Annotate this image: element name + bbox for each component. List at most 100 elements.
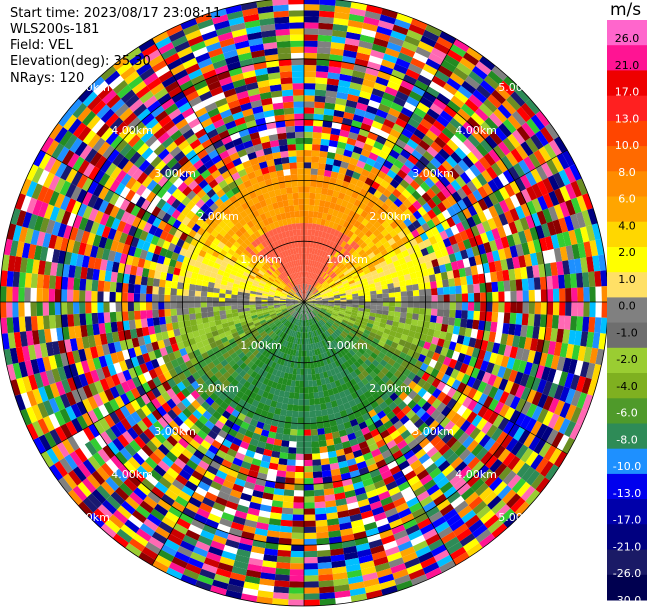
velocity-gate [319, 347, 324, 354]
velocity-gate [559, 342, 569, 358]
velocity-gate [132, 469, 146, 483]
velocity-gate [444, 366, 454, 377]
velocity-gate [392, 321, 400, 328]
velocity-gate [304, 289, 306, 296]
velocity-gate [422, 166, 433, 178]
velocity-gate [218, 332, 227, 340]
velocity-gate [334, 103, 346, 112]
velocity-gate [467, 456, 481, 470]
velocity-gate [364, 483, 376, 493]
velocity-gate [370, 341, 378, 349]
velocity-gate [466, 474, 481, 488]
velocity-gate [213, 334, 221, 342]
velocity-gate [304, 575, 319, 582]
velocity-gate [299, 326, 302, 333]
velocity-gate [69, 451, 83, 467]
velocity-gate [398, 507, 412, 519]
velocity-gate [576, 195, 588, 212]
velocity-gate [227, 391, 237, 401]
velocity-gate [373, 419, 384, 429]
velocity-gate [320, 292, 327, 296]
velocity-gate [355, 102, 368, 112]
velocity-gate [208, 546, 224, 557]
velocity-gate [98, 355, 108, 368]
velocity-gate [501, 489, 517, 505]
velocity-gate [158, 279, 166, 288]
velocity-gate [392, 361, 401, 370]
velocity-gate [304, 308, 306, 315]
velocity-gate [333, 294, 340, 298]
velocity-gate [304, 526, 317, 533]
velocity-gate [412, 393, 423, 404]
velocity-gate [6, 302, 13, 318]
velocity-gate [374, 281, 382, 287]
velocity-gate [261, 302, 268, 305]
velocity-gate [488, 112, 503, 128]
velocity-gate [348, 196, 357, 205]
velocity-gate [311, 150, 320, 157]
velocity-gate [66, 212, 77, 227]
velocity-gate [328, 349, 335, 357]
velocity-gate [287, 293, 294, 298]
velocity-gate [309, 303, 316, 306]
velocity-gate [323, 420, 331, 429]
velocity-gate [522, 302, 529, 314]
velocity-gate [481, 421, 493, 435]
velocity-gate [315, 513, 327, 521]
velocity-gate [264, 358, 271, 366]
velocity-gate [364, 308, 371, 313]
velocity-gate [320, 244, 326, 251]
velocity-gate [273, 298, 280, 301]
velocity-gate [338, 313, 345, 318]
velocity-gate [349, 268, 357, 275]
velocity-gate [400, 333, 409, 342]
velocity-gate [339, 275, 347, 281]
velocity-gate [129, 491, 144, 506]
velocity-gate [304, 453, 313, 461]
velocity-gate [171, 322, 180, 330]
velocity-gate [363, 329, 371, 336]
velocity-gate [323, 331, 329, 338]
velocity-gate [66, 289, 74, 302]
velocity-gate [310, 318, 314, 325]
velocity-gate [255, 296, 262, 300]
velocity-gate [436, 316, 444, 324]
velocity-gate [231, 387, 240, 396]
velocity-gate [228, 359, 237, 368]
velocity-gate [323, 245, 329, 252]
velocity-gate [483, 241, 492, 254]
velocity-gate [135, 408, 147, 420]
velocity-gate [389, 444, 400, 455]
velocity-gate [417, 517, 432, 530]
velocity-gate [115, 208, 126, 221]
velocity-gate [276, 426, 284, 435]
velocity-gate [474, 107, 489, 122]
velocity-gate [307, 292, 312, 298]
velocity-gate [292, 404, 299, 412]
velocity-gate [357, 548, 372, 558]
velocity-gate [277, 396, 284, 404]
velocity-gate [341, 415, 350, 424]
velocity-gate [317, 341, 322, 349]
velocity-gate [363, 288, 371, 293]
velocity-gate [526, 200, 537, 215]
velocity-gate [538, 264, 546, 278]
velocity-gate [295, 306, 301, 312]
velocity-gate [104, 322, 112, 334]
velocity-gate [343, 243, 350, 250]
velocity-gate [429, 467, 442, 480]
velocity-gate [337, 358, 344, 366]
velocity-gate [232, 457, 243, 467]
velocity-gate [210, 401, 220, 411]
velocity-gate [502, 137, 516, 152]
velocity-gate [146, 213, 157, 225]
velocity-gate [134, 284, 141, 294]
velocity-gate [276, 322, 283, 328]
velocity-gate [43, 384, 55, 400]
velocity-gate [237, 542, 253, 552]
velocity-gate [388, 287, 395, 294]
velocity-gate [381, 284, 389, 290]
velocity-gate [364, 382, 373, 391]
velocity-gate [295, 306, 300, 311]
velocity-gate [328, 536, 342, 544]
